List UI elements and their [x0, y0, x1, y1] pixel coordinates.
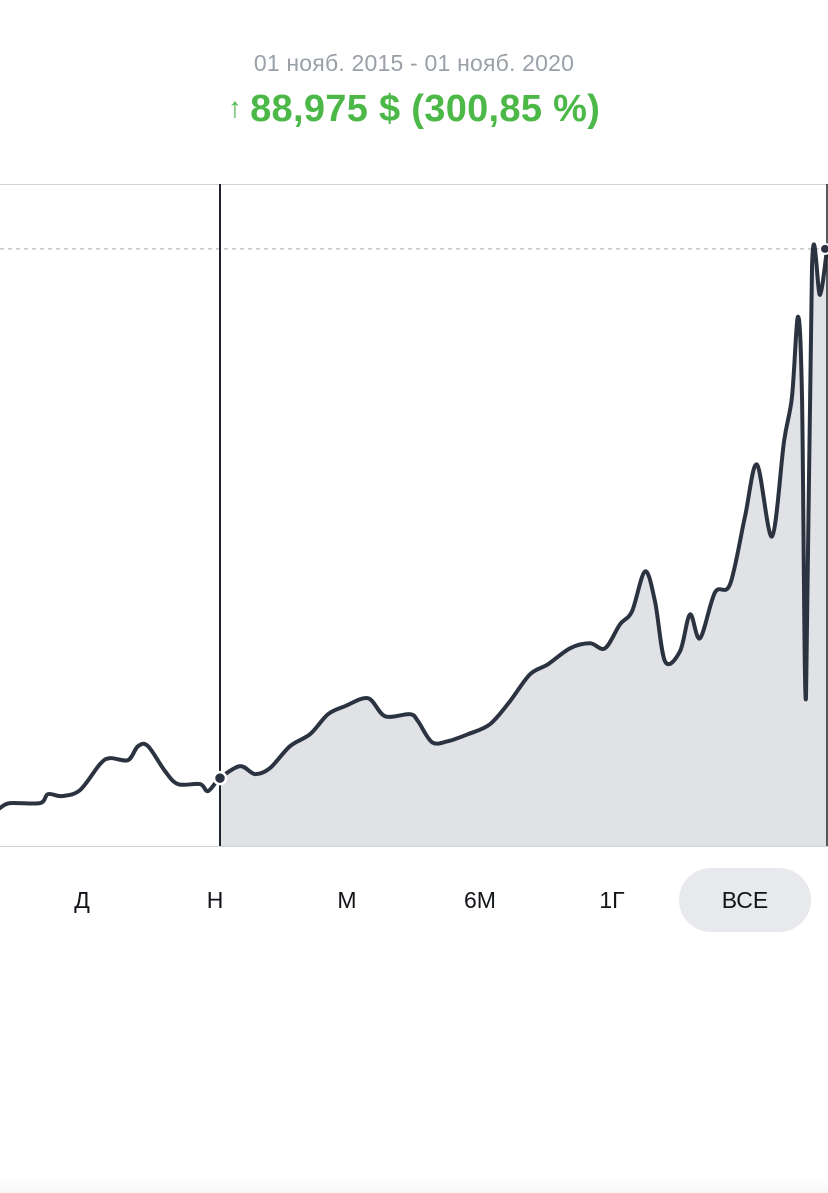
range-tab-day[interactable]: Д	[74, 887, 90, 913]
selected-range-fill	[220, 244, 827, 847]
latest-value-point	[819, 242, 828, 255]
range-tab-week[interactable]: Н	[206, 887, 224, 913]
header: 01 нояб. 2015 - 01 нояб. 2020 ↑ 88,975 $ …	[0, 0, 828, 170]
range-tab-year[interactable]: 1Г	[599, 887, 625, 913]
range-tab-month[interactable]: М	[337, 887, 357, 913]
up-arrow-icon: ↑	[227, 92, 243, 123]
chart-area[interactable]	[0, 184, 828, 848]
price-line	[0, 242, 828, 811]
bottom-sheet-edge	[0, 1179, 828, 1193]
range-tab-6-months[interactable]: 6М	[464, 887, 496, 913]
change-summary: ↑ 88,975 $ (300,85 %)	[0, 88, 828, 131]
range-tab-all[interactable]: ВСЕ	[679, 868, 811, 932]
price-chart[interactable]	[0, 184, 828, 848]
change-value: 88,975 $ (300,85 %)	[250, 88, 601, 130]
range-tabs: Д Н М 6М 1Г ВСЕ	[0, 868, 828, 932]
scrubber-point	[212, 770, 228, 786]
date-range-label: 01 нояб. 2015 - 01 нояб. 2020	[253, 50, 575, 76]
